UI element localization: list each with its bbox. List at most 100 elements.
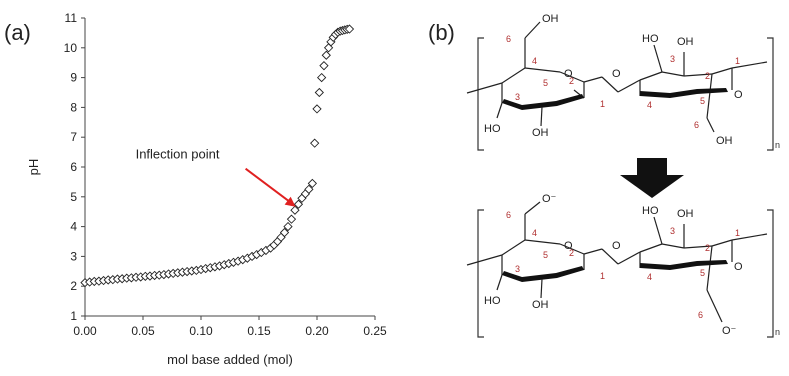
svg-text:1: 1 — [735, 56, 740, 66]
o-minus-ch2-top: O⁻ — [542, 193, 557, 205]
svg-text:5: 5 — [543, 250, 548, 260]
titration-chart: (a) 0.00 0.05 0.10 0.15 0.20 0.25 1 2 3 4 5 6 7 8 9 10 1… — [4, 11, 387, 367]
y-tick-label: 5 — [70, 190, 77, 204]
svg-text:6: 6 — [506, 34, 511, 44]
svg-text:3: 3 — [670, 54, 675, 64]
left-ring-top — [466, 21, 603, 119]
svg-text:3: 3 — [670, 226, 675, 236]
y-tick-label: 10 — [64, 41, 78, 55]
svg-text:2: 2 — [705, 71, 710, 81]
cellulose-unit-bottom: n O O — [466, 193, 780, 338]
data-point — [290, 205, 300, 215]
reaction-arrow — [620, 158, 684, 198]
ho-top-left-top: HO — [642, 33, 659, 45]
y-tick-label: 9 — [70, 71, 77, 85]
svg-text:1: 1 — [735, 228, 740, 238]
bracket-right-bottom — [767, 209, 774, 338]
data-point — [344, 24, 355, 34]
chart-axes — [84, 18, 375, 317]
bridge-oxygen-top: O — [612, 68, 621, 80]
chart-ticks: 0.00 0.05 0.10 0.15 0.20 0.25 1 2 3 4 5 6 7 8 9 10 11 — [64, 11, 387, 338]
svg-text:3: 3 — [515, 264, 520, 274]
x-tick-label: 0.20 — [305, 324, 329, 338]
svg-text:6: 6 — [698, 310, 703, 320]
y-axis-label: pH — [26, 159, 41, 176]
structure-diagram-panel: (b) n O — [422, 0, 789, 371]
y-tick-label: 8 — [70, 100, 77, 114]
y-tick-label: 4 — [70, 220, 77, 234]
x-axis-label: mol base added (mol) — [167, 352, 293, 367]
titration-chart-panel: (a) 0.00 0.05 0.10 0.15 0.20 0.25 1 2 3 4 5 6 7 8 9 10 1… — [0, 0, 395, 371]
x-tick-label: 0.10 — [189, 324, 213, 338]
svg-text:4: 4 — [532, 228, 537, 238]
data-point — [283, 221, 293, 232]
y-tick-label: 3 — [70, 249, 77, 263]
svg-text:2: 2 — [569, 248, 574, 258]
bracket-left-top — [477, 37, 484, 151]
y-tick-label: 7 — [70, 130, 77, 144]
ho-bottom-left-bottom: HO — [484, 295, 501, 307]
o-minus-ch2-bottom: O⁻ — [722, 325, 737, 337]
oh-ch2-top: OH — [542, 13, 559, 25]
left-ring-front-edge-top — [502, 94, 584, 110]
svg-text:4: 4 — [532, 56, 537, 66]
y-tick-label: 1 — [70, 309, 77, 323]
ring-oxygen-left-bottom: O — [564, 240, 573, 252]
bracket-right-top — [767, 37, 774, 151]
data-point — [317, 72, 327, 83]
x-tick-label: 0.05 — [131, 324, 155, 338]
data-point — [279, 227, 290, 238]
bridge-oxygen-bottom: O — [612, 240, 621, 252]
svg-text:1: 1 — [600, 271, 605, 281]
y-tick-label: 11 — [65, 11, 78, 25]
svg-text:2: 2 — [705, 243, 710, 253]
right-ring-bottom — [617, 216, 768, 323]
svg-text:4: 4 — [647, 272, 652, 282]
x-tick-label: 0.25 — [363, 324, 387, 338]
panel-b-label: (b) — [428, 20, 455, 45]
bracket-left-bottom — [477, 209, 484, 338]
left-ring-front-edge-bottom — [502, 266, 584, 282]
left-ring-bottom — [466, 201, 603, 291]
chart-annotation: Inflection point — [136, 147, 296, 207]
right-ring-front-edge-bottom — [640, 260, 728, 270]
svg-text:4: 4 — [647, 100, 652, 110]
svg-text:5: 5 — [543, 78, 548, 88]
svg-text:5: 5 — [700, 96, 705, 106]
carbon-numbers-top: 4 6 5 3 2 1 4 5 3 2 1 6 — [506, 34, 740, 130]
carbon-numbers-bottom: 6 4 5 3 2 1 4 5 3 2 1 6 — [506, 210, 740, 320]
svg-text:6: 6 — [506, 210, 511, 220]
svg-text:3: 3 — [515, 92, 520, 102]
svg-text:6: 6 — [694, 120, 699, 130]
oh-bottom-mid-bottom: OH — [532, 299, 549, 311]
x-tick-label: 0.00 — [73, 324, 97, 338]
svg-text:5: 5 — [700, 268, 705, 278]
ring-oxygen-right-bottom: O — [734, 261, 743, 273]
data-point — [307, 178, 317, 189]
chart-points — [80, 24, 355, 288]
y-tick-label: 2 — [70, 279, 77, 293]
inflection-arrow — [245, 167, 291, 203]
panel-a-label: (a) — [4, 20, 31, 45]
x-tick-label: 0.15 — [247, 324, 271, 338]
ho-top-left-bottom: HO — [642, 205, 659, 217]
data-point — [312, 104, 322, 114]
data-point — [293, 199, 304, 209]
oh-bottom-ch2-top: OH — [716, 135, 733, 147]
right-ring-top — [617, 44, 768, 133]
data-point — [319, 61, 329, 71]
data-point — [310, 138, 320, 148]
oh-top-right-top: OH — [677, 36, 694, 48]
data-point — [304, 184, 314, 194]
svg-text:1: 1 — [600, 99, 605, 109]
ho-bottom-left-top: HO — [484, 123, 501, 135]
ring-oxygen-right-top: O — [734, 89, 743, 101]
data-point — [286, 214, 297, 224]
subscript-n-top: n — [775, 140, 780, 150]
right-ring-front-edge-top — [640, 88, 728, 98]
inflection-arrow-head — [284, 196, 296, 207]
oh-bottom-mid-top: OH — [532, 127, 549, 139]
oh-top-right-bottom: OH — [677, 208, 694, 220]
y-tick-label: 6 — [70, 160, 77, 174]
cellulose-unit-top: n O O — [466, 13, 780, 151]
